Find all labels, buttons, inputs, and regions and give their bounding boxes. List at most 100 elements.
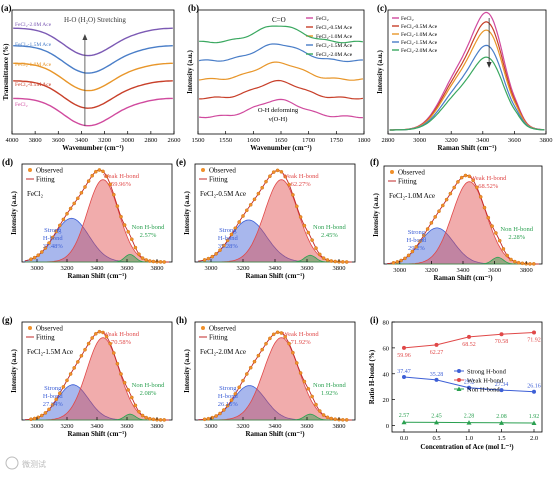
panel-g-observed-point: [133, 403, 138, 408]
panel-e-observed-point: [206, 256, 211, 261]
panel-g-legend-observed-marker: [28, 326, 32, 330]
panel-b-series-line: [199, 79, 363, 100]
panel-f-observed-point: [448, 191, 453, 196]
panel-e-observed-point: [302, 223, 307, 228]
panel-d-observed-point: [83, 185, 87, 189]
watermark-logo-icon: [5, 456, 19, 470]
panel-b-legend-label: FeCl₂: [316, 16, 329, 22]
panel-f-legend-observed: Observed: [398, 169, 425, 177]
panel-g-observed-point: [115, 361, 120, 366]
panel-c-series-line: [389, 21, 545, 131]
panel-f-observed-point: [463, 173, 468, 178]
panel-a-letter: (a): [1, 3, 12, 13]
panel-h-observed-point: [279, 331, 284, 335]
panel-g-observed-point: [140, 413, 145, 418]
panel-d-observed-point: [47, 241, 51, 245]
panel-f-observed-point: [532, 262, 536, 266]
panel-i-data-label: 26.16: [527, 384, 541, 390]
panel-e-tick-label: 3200: [237, 265, 250, 272]
panel-f-observed-point: [467, 174, 472, 179]
panel-b-tick-label: 1800: [358, 137, 371, 144]
panel-c-arrowhead: [486, 62, 492, 68]
panel-h-observed-point: [221, 408, 226, 412]
panel-c-legend-label: FeCl₂-2.0M Ace: [401, 48, 438, 54]
panel-b-legend-label: FeCl₂-1.5M Ace: [316, 43, 353, 49]
panel-b-letter: (b): [188, 3, 199, 13]
panel-d-weak-label: Weak H-bond: [103, 173, 140, 180]
panel-h-tick-label: 3000: [205, 423, 218, 430]
panel-f-observed-point: [421, 233, 426, 237]
panel-g-tick-label: 3400: [91, 423, 104, 430]
panel-d-strong-label: H-bond: [43, 235, 64, 242]
panel-h-observed-point: [264, 341, 268, 346]
panel-e-observed-point: [271, 170, 276, 174]
panel-h-observed-point: [310, 394, 314, 399]
panel-e-strong-word: Strong: [219, 227, 237, 234]
panel-f-strong-word: Strong: [408, 229, 426, 236]
panel-d-observed-point: [108, 182, 112, 187]
panel-d-observed-point: [32, 255, 37, 260]
panel-f-strong-percent: 29.2%: [408, 245, 425, 252]
panel-d-observed-point: [101, 169, 105, 174]
panel-g-observed-point: [58, 391, 62, 396]
panel-h-observed-point: [229, 398, 234, 402]
panel-e-legend-observed-marker: [201, 168, 205, 172]
panel-f-observed-point: [399, 258, 403, 263]
panel-i-legend-marker: [457, 369, 461, 373]
panel-d-observed-point: [133, 245, 138, 250]
panel-g-observed-point: [68, 372, 73, 376]
panel-d-observed-point: [104, 174, 109, 179]
panel-a-series-line: [13, 45, 173, 74]
panel-f-observed-point: [486, 215, 491, 220]
panel-f-observed-point: [471, 178, 475, 183]
panel-e-observed-point: [221, 243, 226, 248]
panel-f-observed-point: [391, 260, 396, 265]
panel-e-weak-label: Weak H-bond: [283, 173, 320, 180]
panel-d-observed-point: [122, 223, 127, 227]
panel-b-legend-label: FeCl₂-1.0M Ace: [316, 34, 353, 40]
panel-g-observed-point: [86, 341, 91, 346]
panel-d-observed-point: [68, 206, 73, 211]
panel-e-observed-point: [248, 202, 253, 207]
panel-f-component-area: [387, 256, 539, 265]
panel-h-observed-point: [214, 414, 218, 418]
panel-b-annotation-voh: ν(O-H): [269, 116, 288, 123]
panel-e-observed-point: [264, 179, 268, 184]
panel-a-xlabel: Wavenumber (cm⁻¹): [62, 144, 124, 152]
panel-f-observed-point: [425, 227, 430, 231]
panel-b-legend-label: FeCl₂-2.0M Ace: [316, 52, 353, 58]
panel-d-tick-label: 3800: [151, 265, 164, 272]
panel-i-data-label: 62.27: [430, 350, 444, 356]
panel-c-legend-label: FeCl₂-1.5M Ace: [401, 40, 438, 46]
watermark-text: 微测试: [22, 459, 46, 469]
panel-h-observed-point: [233, 392, 238, 396]
panel-f-observed-point: [410, 249, 415, 254]
panel-f-observed-point: [452, 185, 457, 190]
panel-e-component-area: [198, 254, 352, 263]
panel-e-observed-point: [310, 238, 314, 242]
panel-b-tick-label: 1550: [219, 137, 232, 144]
panel-e-observed-point: [287, 182, 291, 187]
panel-f-observed-point: [437, 209, 441, 213]
panel-c-letter: (c): [377, 3, 387, 13]
panel-d-observed-point: [58, 223, 62, 228]
panel-f-non-label: Non H-bond: [500, 226, 533, 233]
panel-h-ylabel: Intensity (a.u.): [183, 348, 191, 392]
panel-d-xlabel: Raman Shift (cm⁻¹): [67, 272, 127, 280]
panel-g-observed-point: [40, 413, 44, 418]
panel-g-tick-label: 3600: [121, 423, 134, 430]
panel-b-series-line: [199, 25, 363, 44]
panel-d-observed-point: [140, 256, 145, 260]
panel-b-tick-label: 1750: [330, 137, 343, 144]
panel-i-data-label: 2.08: [496, 414, 507, 420]
panel-i-data-label: 2.28: [464, 414, 475, 420]
panel-g-observed-point: [72, 366, 76, 370]
panel-h-legend-observed: Observed: [209, 325, 236, 333]
panel-a-frame: [11, 9, 175, 135]
panel-d-observed-point: [144, 258, 148, 262]
panel-h-observed-point: [248, 365, 253, 370]
panel-i-data-point: [402, 375, 406, 379]
panel-i-data-point: [499, 420, 504, 425]
panel-g-sample-label: FeCl₂-1.5M Ace: [27, 348, 73, 356]
panel-g-observed-point: [50, 402, 55, 407]
